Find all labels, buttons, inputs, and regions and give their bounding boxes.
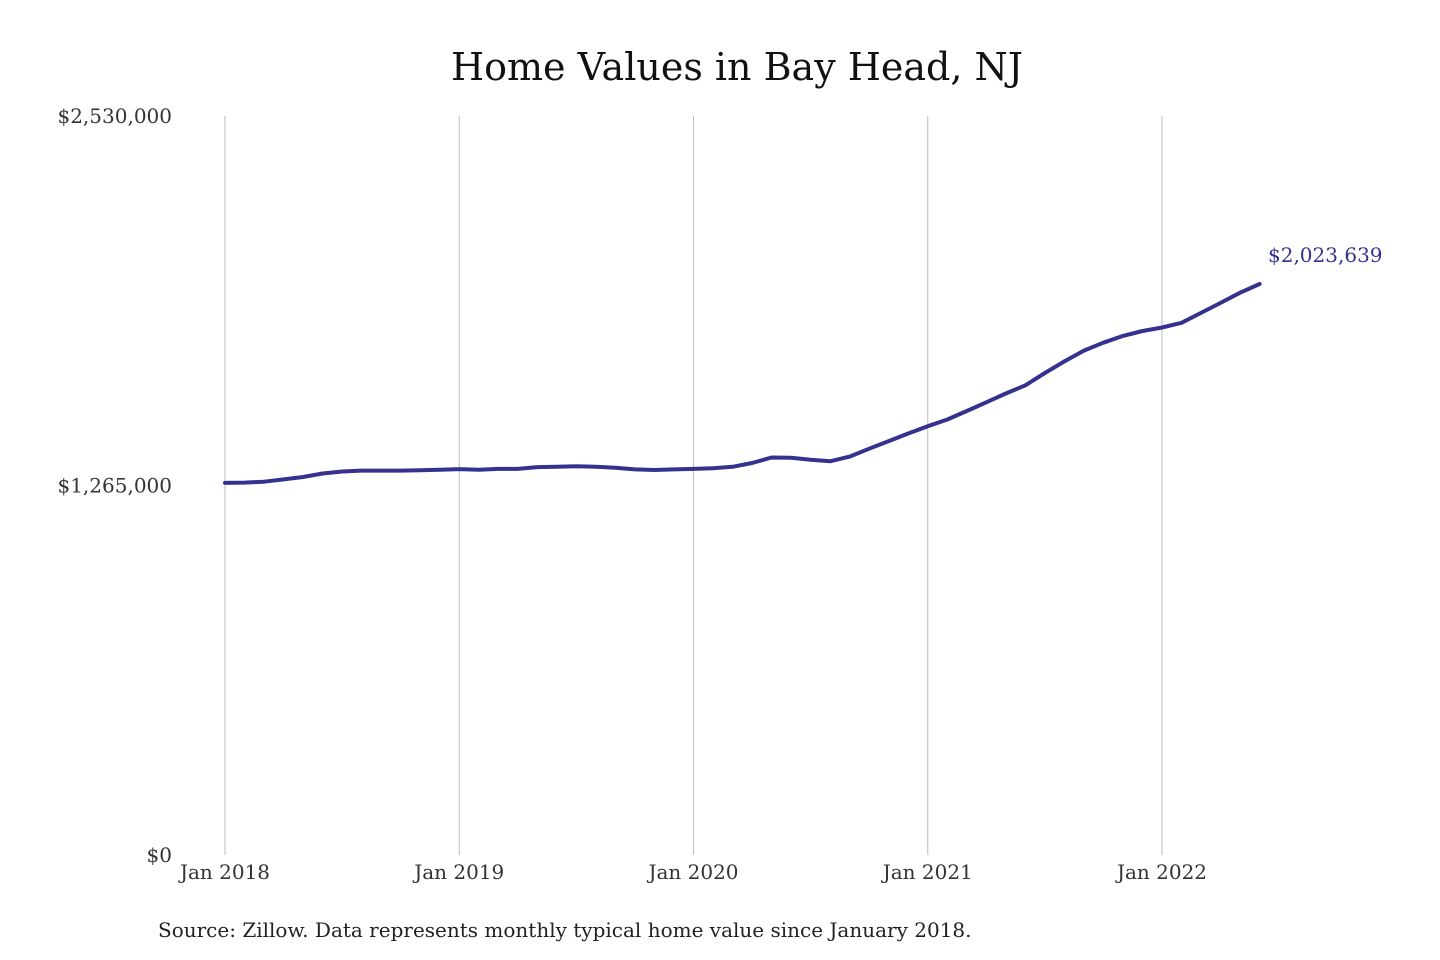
gridlines — [224, 116, 1163, 855]
end-value-label: $2,023,639 — [1268, 243, 1383, 267]
y-tick-label: $0 — [147, 843, 172, 867]
x-tick-label: Jan 2022 — [1115, 860, 1207, 884]
y-axis: $0 $1,265,000 $2,530,000 — [57, 104, 172, 867]
x-tick-label: Jan 2018 — [178, 860, 270, 884]
y-tick-label: $2,530,000 — [57, 104, 172, 128]
x-tick-label: Jan 2020 — [646, 860, 738, 884]
series-group — [223, 282, 1262, 485]
x-tick-label: Jan 2019 — [412, 860, 504, 884]
chart-title: Home Values in Bay Head, NJ — [451, 45, 1023, 89]
x-tick-label: Jan 2021 — [881, 860, 973, 884]
y-tick-label: $1,265,000 — [57, 474, 172, 498]
series-line — [223, 282, 1262, 485]
source-note: Source: Zillow. Data represents monthly … — [158, 918, 972, 942]
x-axis: Jan 2018 Jan 2019 Jan 2020 Jan 2021 Jan 2022 — [178, 860, 1207, 884]
